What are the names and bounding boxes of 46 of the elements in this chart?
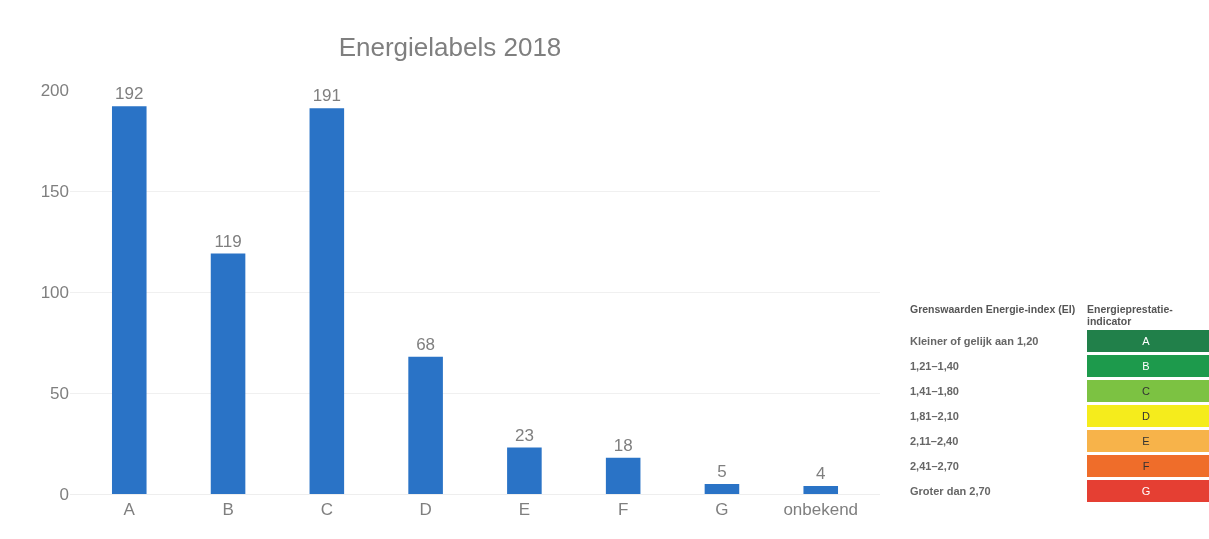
data-label: 191 xyxy=(312,86,342,106)
x-tick-label: B xyxy=(222,500,234,520)
category-label: D xyxy=(1087,405,1209,427)
y-tick-label: 100 xyxy=(40,282,69,302)
x-tick-label: C xyxy=(320,500,333,520)
data-label: 23 xyxy=(514,425,534,445)
x-tick-label: E xyxy=(518,500,531,520)
data-label: 68 xyxy=(416,334,436,354)
text: 1,41–1,80 xyxy=(910,384,960,399)
bar xyxy=(111,106,147,494)
text: Groter dan 2,70 xyxy=(910,484,992,499)
chart-title: Energielabels 2018 xyxy=(338,31,562,62)
bar xyxy=(210,253,246,494)
y-tick-label: 50 xyxy=(50,383,69,403)
category-label: C xyxy=(1087,380,1209,402)
text: 2,41–2,70 xyxy=(910,459,960,474)
bar xyxy=(309,108,345,494)
x-tick-label: D xyxy=(419,500,432,520)
x-tick-label: onbekend xyxy=(783,500,859,520)
category-label: F xyxy=(1087,455,1209,477)
bar xyxy=(605,457,641,494)
bar xyxy=(408,356,443,494)
text: Energieprestatie-indicator xyxy=(1087,303,1174,327)
text: Grenswaarden Energie-index (EI) xyxy=(910,303,1077,317)
category-label: A xyxy=(1087,330,1209,352)
category-label: B xyxy=(1087,355,1209,377)
text: 1,81–2,10 xyxy=(910,409,960,424)
data-label: 4 xyxy=(816,463,826,483)
y-tick-label: 150 xyxy=(40,181,69,201)
category-label: E xyxy=(1087,430,1209,452)
bar xyxy=(803,485,839,494)
x-tick-label: F xyxy=(617,500,629,520)
data-label: 18 xyxy=(613,435,633,455)
data-label: 5 xyxy=(717,461,727,481)
y-tick-label: 0 xyxy=(59,484,69,504)
bar xyxy=(507,447,542,494)
bar xyxy=(704,483,740,494)
x-tick-label: A xyxy=(123,500,136,520)
text: 1,21–1,40 xyxy=(910,359,960,374)
text: 2,11–2,40 xyxy=(910,434,960,449)
x-tick-label: G xyxy=(715,500,729,520)
category-label: G xyxy=(1087,480,1209,502)
text: Kleiner of gelijk aan 1,20 xyxy=(910,334,1040,349)
data-label: 119 xyxy=(214,231,242,251)
y-tick-label: 200 xyxy=(40,80,69,100)
data-label: 192 xyxy=(115,84,144,104)
